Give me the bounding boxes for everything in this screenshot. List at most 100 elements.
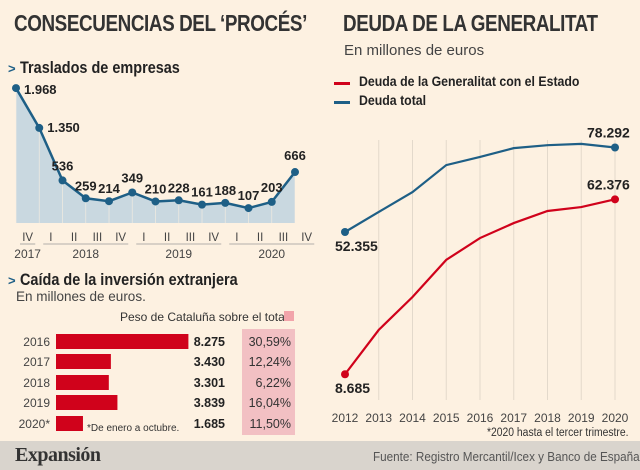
traslados-data-label: 203 (261, 180, 283, 195)
peso-column-bg (242, 329, 295, 435)
legend-red-line (334, 82, 350, 85)
traslados-quarter-label: I (142, 232, 145, 244)
peso-value-label: 11,50% (250, 417, 291, 431)
deuda-year-label: 2012 (332, 411, 359, 425)
inversion-title: Caída de la inversión extranjera (20, 270, 238, 289)
deuda-estado-point (611, 195, 619, 204)
deuda-year-label: 2020 (602, 411, 629, 425)
traslados-data-label: 1.968 (24, 82, 57, 97)
peso-value-label: 16,04% (249, 396, 291, 410)
bar-footnote: *De enero a octubre. (87, 423, 179, 434)
traslados-quarter-label: II (257, 232, 263, 244)
deuda-total-point (611, 143, 619, 152)
chevron-right-icon: > (8, 273, 16, 288)
traslados-data-label: 210 (145, 181, 167, 196)
right-subtitle: En millones de euros (344, 42, 485, 59)
traslados-point (12, 84, 20, 93)
deuda-year-label: 2017 (500, 411, 527, 425)
bar-value-label: 3.301 (194, 376, 225, 390)
deuda-data-label: 8.685 (335, 380, 370, 396)
bar-value-label: 8.275 (194, 335, 225, 349)
deuda-year-label: 2016 (467, 411, 494, 425)
traslados-quarter-label: III (93, 232, 103, 244)
traslados-point (35, 123, 44, 132)
traslados-data-label: 259 (75, 178, 97, 193)
bar-category-label: 2020* (19, 417, 51, 431)
source-text: Fuente: Registro Mercantil/Icex y Banco … (373, 449, 640, 464)
deuda-year-label: 2013 (365, 411, 392, 425)
traslados-quarter-label: I (49, 232, 52, 244)
inversion-subtitle: En millones de euros. (16, 289, 146, 304)
deuda-estado-line (344, 198, 616, 375)
deuda-data-label: 78.292 (587, 125, 630, 141)
traslados-data-label: 228 (168, 180, 190, 195)
expansion-logo: Expansión (15, 444, 101, 466)
traslados-point (151, 197, 160, 206)
traslados-quarter-label: IV (115, 232, 126, 244)
deuda-year-label: 2018 (534, 411, 561, 425)
peso-value-label: 12,24% (249, 355, 291, 369)
traslados-point (267, 197, 276, 206)
traslados-data-label: 666 (284, 148, 306, 163)
deuda-estado-point (341, 370, 349, 379)
peso-legend-swatch (284, 311, 294, 321)
deuda-data-label: 52.355 (335, 238, 378, 254)
traslados-heading: > Traslados de empresas (8, 58, 208, 78)
traslados-title: Traslados de empresas (20, 58, 180, 77)
traslados-quarter-label: IV (22, 232, 33, 244)
traslados-point (291, 168, 299, 177)
traslados-year-label: 2017 (14, 247, 41, 261)
traslados-data-label: 1.350 (47, 120, 80, 135)
bar-value-label: 3.430 (194, 355, 225, 369)
investment-bar (56, 354, 111, 369)
investment-bar (56, 375, 109, 390)
bar-category-label: 2018 (23, 376, 50, 390)
traslados-data-label: 188 (214, 183, 236, 198)
traslados-point (105, 197, 113, 206)
legend-blue-label: Deuda total (359, 92, 427, 108)
traslados-year-label: 2018 (72, 247, 99, 261)
deuda-year-label: 2014 (399, 411, 426, 425)
left-title: CONSECUENCIAS DEL ‘PROCÉS’ (14, 10, 307, 36)
traslados-year-label: 2020 (258, 247, 285, 261)
investment-bar (56, 416, 83, 431)
traslados-quarter-label: II (164, 232, 170, 244)
traslados-point (198, 200, 206, 209)
traslados-point (58, 176, 67, 185)
deuda-year-label: 2015 (433, 411, 460, 425)
right-title: DEUDA DE LA GENERALITAT (343, 10, 598, 36)
peso-value-label: 30,59% (249, 335, 291, 349)
traslados-point (81, 194, 90, 203)
bar-value-label: 3.839 (194, 396, 225, 410)
bar-category-label: 2016 (23, 335, 50, 349)
bar-category-label: 2019 (23, 396, 50, 410)
traslados-point (174, 196, 183, 205)
traslados-year-label: 2019 (165, 247, 192, 261)
traslados-data-label: 214 (98, 181, 120, 196)
footer-bar (0, 441, 640, 470)
traslados-data-label: 107 (238, 188, 260, 203)
chevron-right-icon: > (8, 61, 16, 76)
traslados-point (128, 188, 137, 197)
deuda-year-label: 2019 (568, 411, 595, 425)
investment-bar (56, 334, 189, 349)
peso-legend-label: Peso de Cataluña sobre el total (120, 310, 288, 324)
traslados-quarter-label: IV (208, 232, 219, 244)
bar-value-label: 1.685 (194, 417, 225, 431)
peso-value-label: 6,22% (256, 376, 291, 390)
traslados-quarter-label: IV (301, 232, 312, 244)
traslados-quarter-label: II (71, 232, 77, 244)
traslados-data-label: 349 (121, 170, 143, 185)
traslados-point (221, 198, 230, 207)
traslados-quarter-label: III (186, 232, 196, 244)
investment-bar (56, 395, 118, 410)
right-footnote: *2020 hasta el tercer trimestre. (487, 427, 629, 439)
bar-category-label: 2017 (23, 355, 50, 369)
inversion-heading: > Caída de la inversión extranjera (8, 270, 276, 290)
traslados-point (244, 204, 253, 213)
deuda-total-point (341, 228, 349, 236)
legend-blue-line (334, 101, 350, 104)
deuda-total-line (344, 142, 616, 233)
traslados-data-label: 536 (52, 158, 74, 173)
